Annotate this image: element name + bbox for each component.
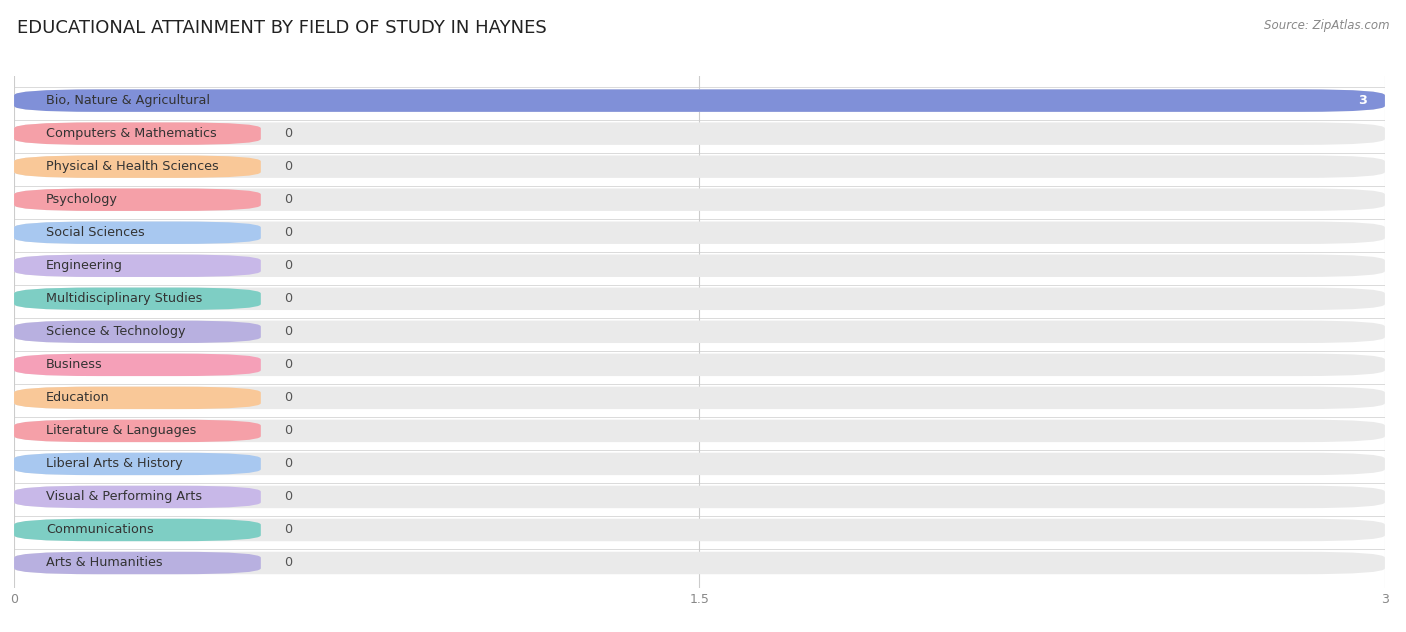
- Text: 0: 0: [284, 424, 292, 437]
- Text: Source: ZipAtlas.com: Source: ZipAtlas.com: [1264, 19, 1389, 32]
- FancyBboxPatch shape: [14, 255, 1385, 277]
- FancyBboxPatch shape: [14, 486, 262, 508]
- Text: Science & Technology: Science & Technology: [46, 325, 186, 338]
- Text: 0: 0: [284, 458, 292, 470]
- FancyBboxPatch shape: [14, 320, 262, 343]
- FancyBboxPatch shape: [14, 420, 262, 442]
- Text: 0: 0: [284, 292, 292, 305]
- FancyBboxPatch shape: [14, 387, 262, 409]
- Text: 0: 0: [284, 127, 292, 140]
- Text: 0: 0: [284, 523, 292, 537]
- FancyBboxPatch shape: [14, 320, 1385, 343]
- FancyBboxPatch shape: [14, 552, 1385, 574]
- Text: Computers & Mathematics: Computers & Mathematics: [46, 127, 217, 140]
- FancyBboxPatch shape: [14, 519, 262, 541]
- Text: Communications: Communications: [46, 523, 153, 537]
- FancyBboxPatch shape: [14, 221, 1385, 244]
- FancyBboxPatch shape: [14, 519, 1385, 541]
- FancyBboxPatch shape: [14, 453, 1385, 475]
- FancyBboxPatch shape: [14, 288, 262, 310]
- FancyBboxPatch shape: [14, 255, 262, 277]
- FancyBboxPatch shape: [14, 453, 262, 475]
- FancyBboxPatch shape: [14, 155, 1385, 178]
- Text: 0: 0: [284, 259, 292, 272]
- Text: Bio, Nature & Agricultural: Bio, Nature & Agricultural: [46, 94, 209, 107]
- FancyBboxPatch shape: [14, 486, 1385, 508]
- Text: 0: 0: [284, 160, 292, 173]
- Text: 0: 0: [284, 391, 292, 404]
- Text: 0: 0: [284, 226, 292, 240]
- Text: Social Sciences: Social Sciences: [46, 226, 145, 240]
- FancyBboxPatch shape: [14, 123, 1385, 145]
- FancyBboxPatch shape: [14, 123, 262, 145]
- FancyBboxPatch shape: [14, 188, 1385, 211]
- FancyBboxPatch shape: [14, 353, 1385, 376]
- FancyBboxPatch shape: [14, 288, 1385, 310]
- Text: Business: Business: [46, 358, 103, 372]
- FancyBboxPatch shape: [14, 420, 1385, 442]
- Text: Physical & Health Sciences: Physical & Health Sciences: [46, 160, 219, 173]
- Text: 3: 3: [1358, 94, 1367, 107]
- Text: 0: 0: [284, 557, 292, 569]
- Text: Psychology: Psychology: [46, 193, 118, 206]
- Text: Multidisciplinary Studies: Multidisciplinary Studies: [46, 292, 202, 305]
- Text: Literature & Languages: Literature & Languages: [46, 424, 197, 437]
- FancyBboxPatch shape: [14, 353, 262, 376]
- FancyBboxPatch shape: [14, 188, 262, 211]
- Text: Visual & Performing Arts: Visual & Performing Arts: [46, 490, 202, 504]
- FancyBboxPatch shape: [14, 89, 1385, 112]
- Text: 0: 0: [284, 490, 292, 504]
- Text: Arts & Humanities: Arts & Humanities: [46, 557, 163, 569]
- FancyBboxPatch shape: [14, 155, 262, 178]
- Text: 0: 0: [284, 358, 292, 372]
- FancyBboxPatch shape: [14, 221, 262, 244]
- Text: Liberal Arts & History: Liberal Arts & History: [46, 458, 183, 470]
- FancyBboxPatch shape: [14, 552, 262, 574]
- Text: Education: Education: [46, 391, 110, 404]
- FancyBboxPatch shape: [14, 89, 1385, 112]
- Text: EDUCATIONAL ATTAINMENT BY FIELD OF STUDY IN HAYNES: EDUCATIONAL ATTAINMENT BY FIELD OF STUDY…: [17, 19, 547, 37]
- Text: 0: 0: [284, 325, 292, 338]
- FancyBboxPatch shape: [14, 387, 1385, 409]
- Text: Engineering: Engineering: [46, 259, 122, 272]
- Text: 0: 0: [284, 193, 292, 206]
